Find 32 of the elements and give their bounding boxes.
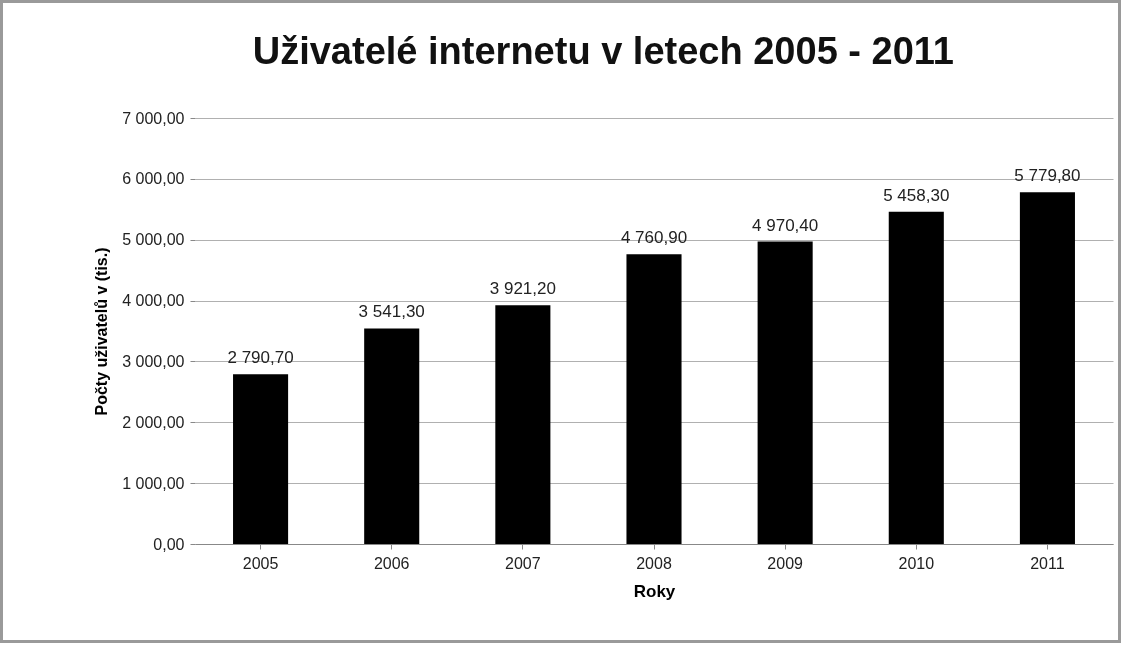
y-tick-label: 2 000,00	[122, 413, 185, 431]
data-label: 4 970,40	[752, 215, 819, 235]
x-tick-label: 2010	[898, 554, 935, 572]
bar	[757, 241, 813, 544]
bar	[233, 374, 289, 544]
data-label: 3 541,30	[358, 302, 425, 322]
x-tick-label: 2006	[373, 554, 410, 572]
data-label: 2 790,70	[227, 348, 294, 368]
y-tick-label: 3 000,00	[122, 352, 185, 370]
y-axis-title: Počty uživatelů v (tis.)	[93, 247, 111, 416]
x-tick-label: 2011	[1030, 554, 1065, 572]
data-label: 4 760,90	[620, 228, 688, 248]
x-tick-label: 2007	[505, 554, 541, 572]
y-tick-label: 4 000,00	[122, 292, 185, 310]
x-tick-label: 2009	[767, 554, 804, 572]
bar	[626, 254, 682, 544]
y-tick-label: 0,00	[153, 535, 185, 553]
x-tick-label: 2008	[636, 554, 672, 572]
data-label: 5 458,30	[883, 185, 950, 205]
y-tick-label: 5 000,00	[122, 231, 185, 249]
y-tick-label: 6 000,00	[122, 170, 185, 188]
bar	[1019, 192, 1075, 544]
x-tick-label: 2005	[242, 554, 279, 572]
y-tick-label: 7 000,00	[122, 109, 185, 127]
bar	[495, 305, 551, 544]
bar	[888, 211, 944, 544]
y-tick-label: 1 000,00	[122, 474, 185, 492]
data-label: 5 779,80	[1014, 166, 1081, 186]
chart-title: Uživatelé internetu v letech 2005 - 2011	[252, 30, 954, 72]
x-axis-title: Roky	[633, 581, 676, 601]
bar	[364, 328, 420, 544]
data-label: 3 921,20	[489, 279, 556, 299]
